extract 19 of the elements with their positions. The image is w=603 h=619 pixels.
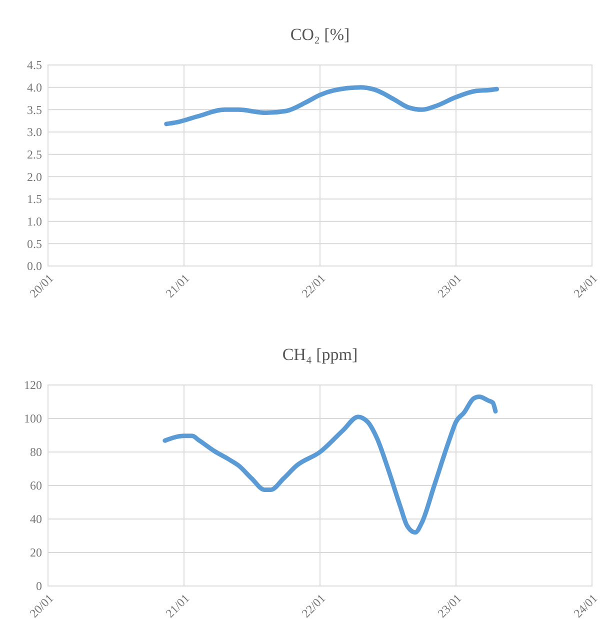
y-tick-label: 4.0 bbox=[27, 80, 42, 95]
y-tick-label: 1.0 bbox=[27, 214, 42, 229]
y-tick-label: 120 bbox=[24, 378, 42, 392]
y-tick-label: 2.0 bbox=[27, 170, 42, 184]
y-tick-label: 3.5 bbox=[27, 102, 42, 117]
y-tick-label: 0.5 bbox=[27, 236, 42, 251]
y-tick-label: 1.5 bbox=[27, 192, 42, 206]
y-tick-label: 0.0 bbox=[27, 259, 42, 274]
y-tick-label: 2.5 bbox=[27, 148, 42, 162]
chart-title: CO₂ [%] bbox=[290, 25, 350, 44]
y-tick-label: 4.5 bbox=[27, 58, 42, 72]
y-tick-label: 60 bbox=[30, 478, 42, 493]
y-tick-label: 100 bbox=[24, 412, 42, 426]
y-tick-label: 80 bbox=[30, 445, 42, 460]
y-tick-label: 20 bbox=[30, 546, 42, 560]
chart-title: CH₄ [ppm] bbox=[282, 345, 358, 364]
y-tick-label: 40 bbox=[30, 512, 42, 526]
y-tick-label: 3.0 bbox=[27, 125, 42, 140]
y-tick-label: 0 bbox=[36, 579, 42, 594]
